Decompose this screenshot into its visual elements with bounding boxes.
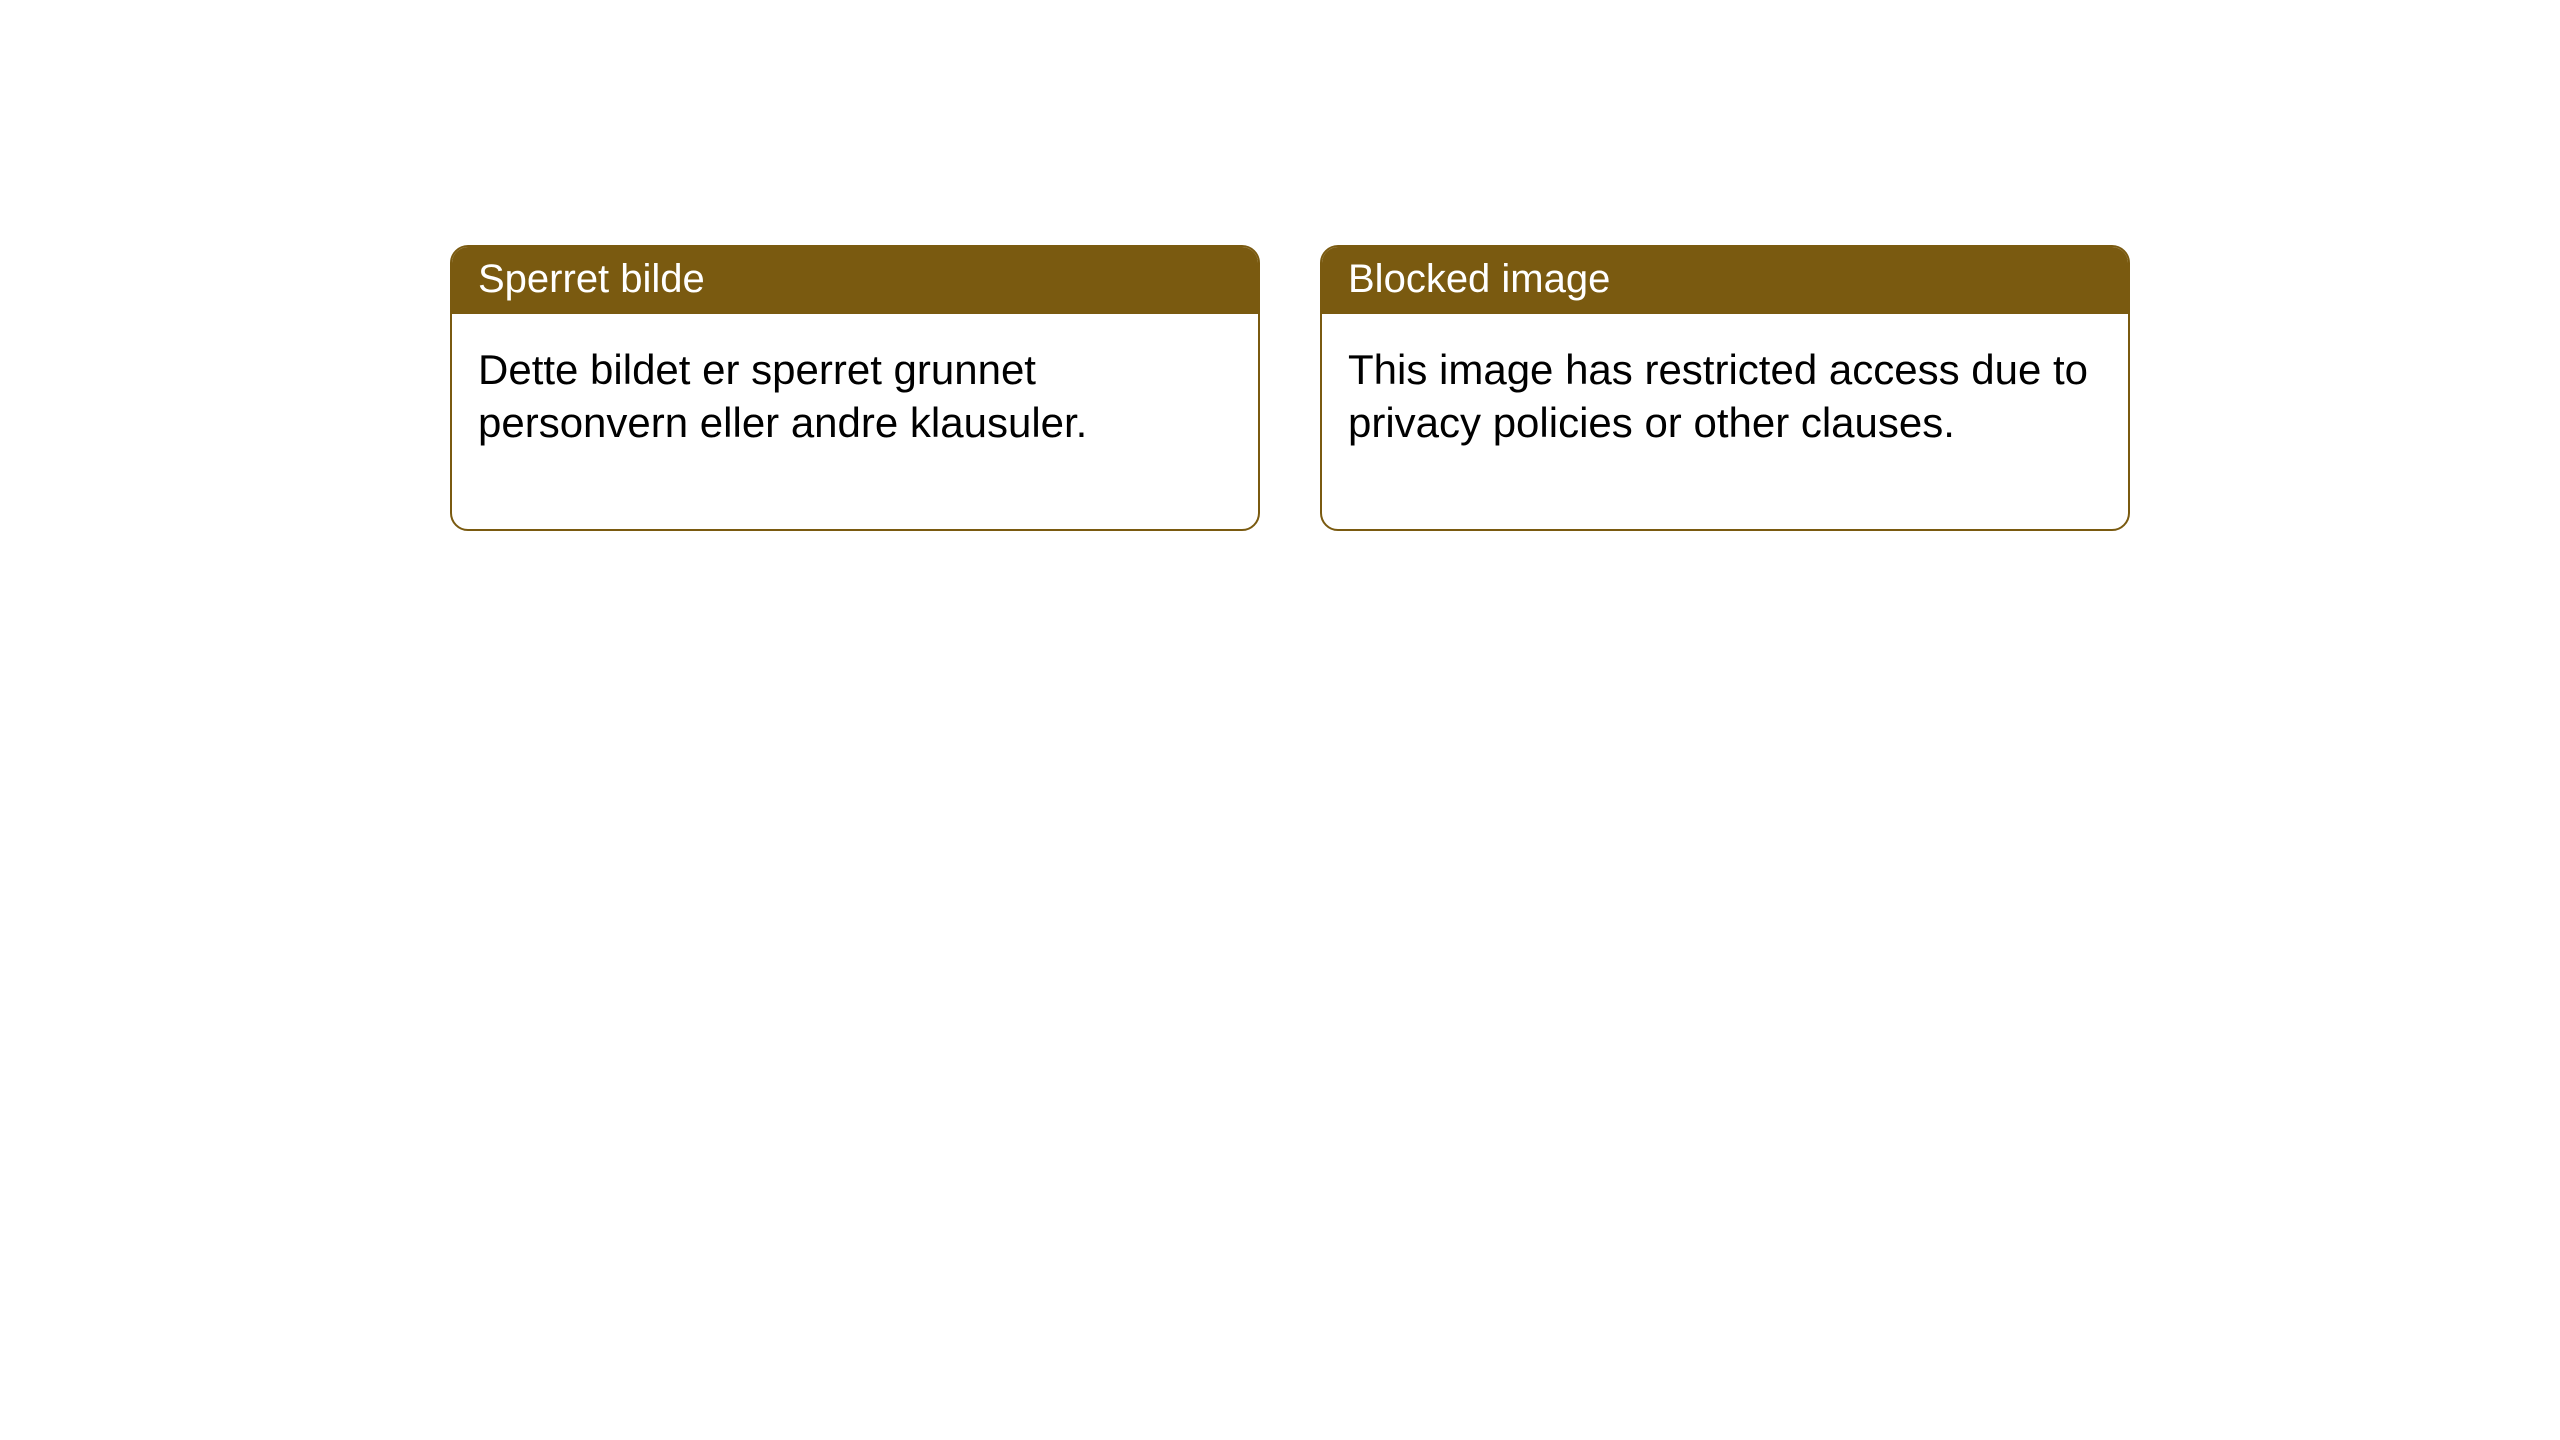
notice-card-body: Dette bildet er sperret grunnet personve… [452, 314, 1258, 529]
notice-card-title: Blocked image [1322, 247, 2128, 314]
notice-cards-container: Sperret bilde Dette bildet er sperret gr… [450, 245, 2560, 531]
notice-card-en: Blocked image This image has restricted … [1320, 245, 2130, 531]
notice-card-title: Sperret bilde [452, 247, 1258, 314]
notice-card-body: This image has restricted access due to … [1322, 314, 2128, 529]
notice-card-no: Sperret bilde Dette bildet er sperret gr… [450, 245, 1260, 531]
